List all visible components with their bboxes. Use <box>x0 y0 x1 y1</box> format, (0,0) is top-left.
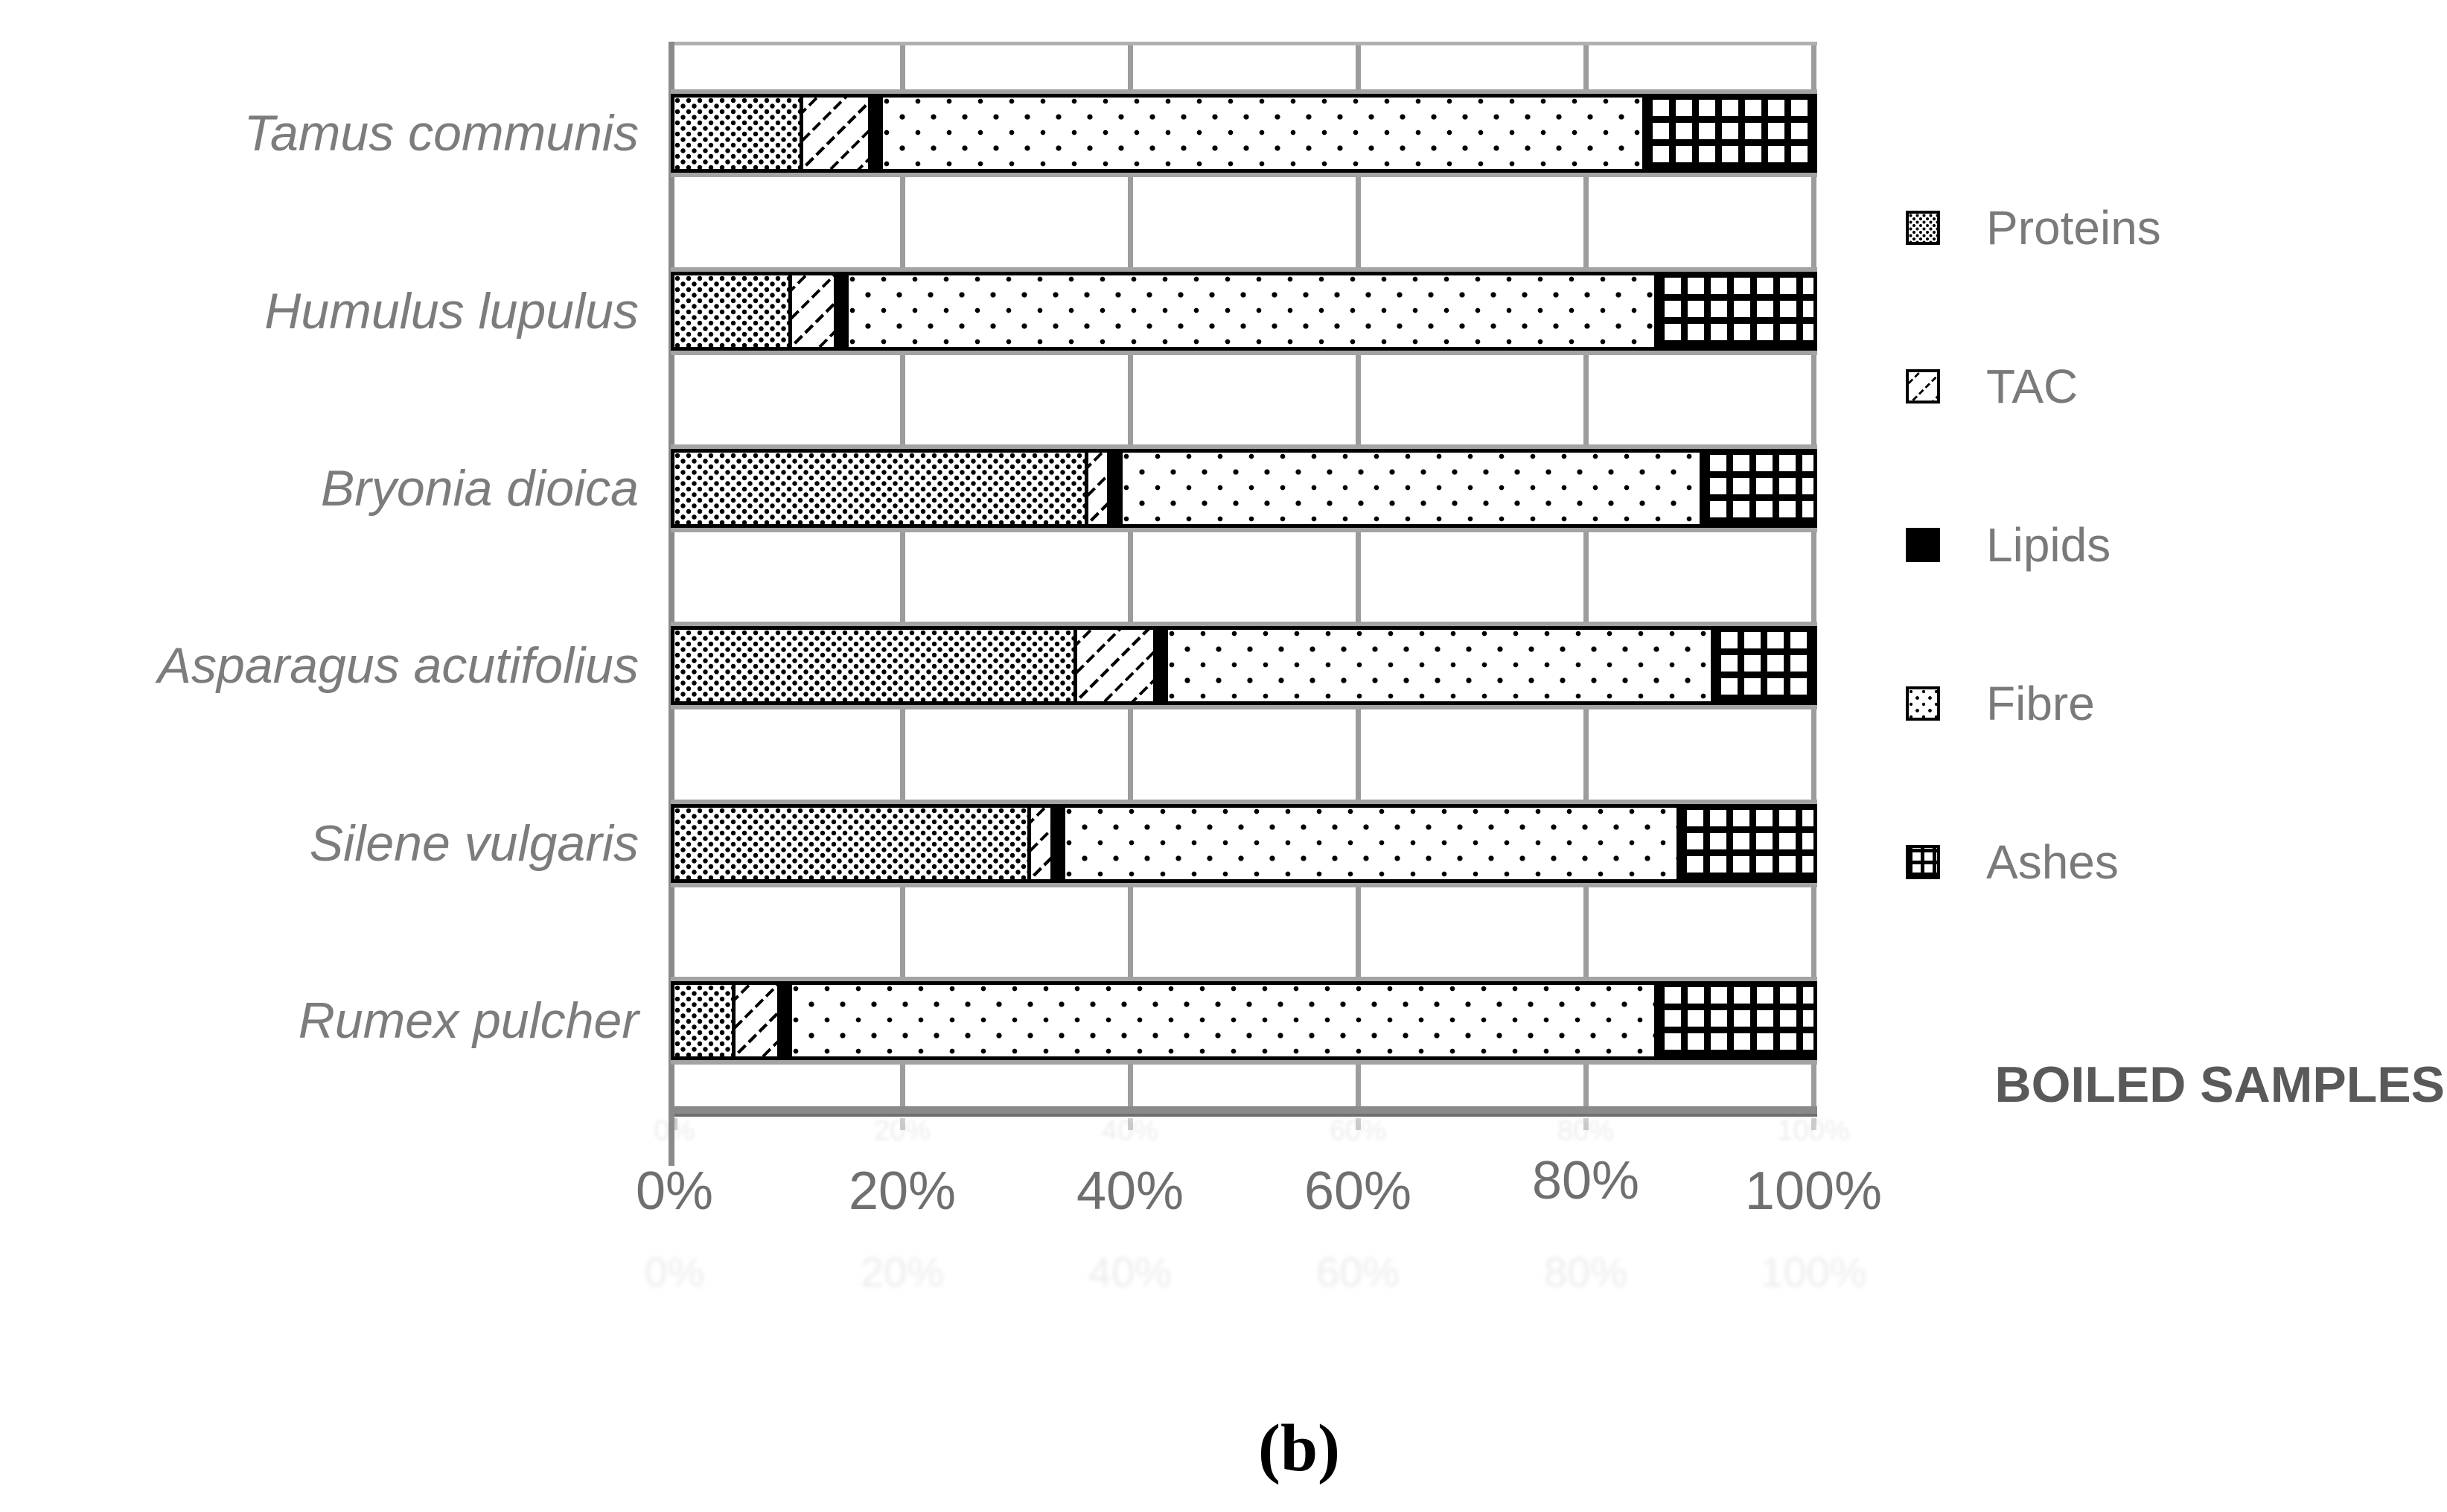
bar-segment-ashes <box>1642 98 1813 170</box>
x-tick-label: 20% <box>848 1161 957 1221</box>
bar-segment-tac <box>1084 452 1108 524</box>
bar <box>671 803 1817 883</box>
row-gridline-frame <box>671 444 1817 532</box>
legend-swatch-ashes <box>1906 845 1940 879</box>
bar-segment-lipids <box>1152 630 1164 702</box>
tick-mark <box>899 1118 905 1130</box>
legend-label: Fibre <box>1986 677 2095 730</box>
row-gridline-frame <box>671 799 1817 887</box>
gridline <box>1810 45 1816 1109</box>
bar-segment-ashes <box>1711 630 1813 702</box>
row-gridline-frame <box>671 267 1817 355</box>
bar-segment-tac <box>1073 630 1153 702</box>
bar-segment-ashes <box>1653 275 1813 347</box>
category-label: Bryonia dioica <box>320 459 639 517</box>
ghost-artifact: 20% <box>860 1248 945 1295</box>
ghost-artifact: 20% <box>873 1115 931 1146</box>
row-gridline-frame <box>671 976 1817 1065</box>
legend-swatch-lipids <box>1906 528 1940 562</box>
bar-segment-tac <box>1027 807 1050 879</box>
category-label: Tamus communis <box>243 105 639 162</box>
bar-segment-lipids <box>868 98 880 170</box>
bar-segment-fibre <box>1062 807 1677 879</box>
legend-swatch-proteins <box>1906 211 1940 245</box>
group-label: BOILED SAMPLES <box>1994 1056 2446 1113</box>
figure-caption: (b) <box>1258 1411 1340 1485</box>
bar <box>671 271 1817 351</box>
gridline <box>1583 45 1589 1109</box>
gridline <box>1355 45 1361 1109</box>
bar-segment-proteins <box>674 630 1073 702</box>
ghost-artifact: 60% <box>1329 1115 1387 1146</box>
bar-segment-lipids <box>1107 452 1119 524</box>
category-label: Asparagus acutifolius <box>157 637 639 695</box>
gridline <box>1127 45 1133 1109</box>
ghost-artifact: 0% <box>654 1115 695 1146</box>
row-gridline-frame <box>671 89 1817 178</box>
legend-label: Ashes <box>1986 835 2119 889</box>
tick-mark <box>1355 1118 1361 1130</box>
bar <box>671 626 1817 706</box>
legend-label: Proteins <box>1986 201 2161 255</box>
ghost-artifact: 100% <box>1777 1115 1850 1146</box>
bar <box>671 448 1817 528</box>
tick-mark <box>1810 1118 1816 1130</box>
bar-segment-proteins <box>674 807 1028 879</box>
bar-segment-proteins <box>674 452 1085 524</box>
bar-segment-tac <box>788 275 835 347</box>
y-axis-line <box>669 42 674 1166</box>
legend-item: Proteins <box>1906 198 2161 258</box>
row-gridline-frame <box>671 622 1817 710</box>
tick-mark <box>671 1118 677 1130</box>
bar-segment-proteins <box>674 275 788 347</box>
legend-item: Lipids <box>1906 515 2111 575</box>
tick-mark <box>1127 1118 1133 1130</box>
legend-item: Ashes <box>1906 832 2119 892</box>
legend-swatch-fibre <box>1906 686 1940 721</box>
x-tick-label: 80% <box>1531 1151 1640 1210</box>
bar-segment-ashes <box>1676 807 1813 879</box>
bar-segment-fibre <box>1164 630 1711 702</box>
legend-label: TAC <box>1986 360 2078 413</box>
x-tick-label: 60% <box>1304 1161 1412 1221</box>
legend-item: TAC <box>1906 357 2078 416</box>
bar-segment-lipids <box>1050 807 1062 879</box>
legend-label: Lipids <box>1986 518 2111 572</box>
ghost-artifact: 80% <box>1557 1115 1615 1146</box>
x-tick-label: 40% <box>1076 1161 1184 1221</box>
category-label: Silene vulgaris <box>309 814 639 872</box>
bar-segment-fibre <box>1118 452 1700 524</box>
bar-segment-proteins <box>674 984 732 1056</box>
bar-segment-fibre <box>879 98 1643 170</box>
bar-segment-tac <box>731 984 777 1056</box>
bar-segment-proteins <box>674 98 800 170</box>
category-label: Rumex pulcher <box>298 992 639 1049</box>
gridline <box>899 45 905 1109</box>
plot-bottom-border <box>671 1106 1817 1117</box>
ghost-artifact: 100% <box>1760 1248 1867 1295</box>
legend-item: Fibre <box>1906 674 2095 733</box>
ghost-artifact: 0% <box>644 1248 705 1295</box>
category-label: Humulus lupulus <box>264 282 639 339</box>
bar-segment-fibre <box>788 984 1654 1056</box>
x-tick-label: 100% <box>1744 1161 1883 1221</box>
legend-swatch-tac <box>1906 369 1940 403</box>
bar-segment-ashes <box>1653 984 1813 1056</box>
ghost-artifact: 80% <box>1543 1248 1628 1295</box>
bar-segment-lipids <box>834 275 846 347</box>
x-tick-label: 0% <box>635 1161 714 1221</box>
bar-segment-fibre <box>845 275 1654 347</box>
bar-segment-lipids <box>776 984 788 1056</box>
tick-mark <box>1583 1118 1589 1130</box>
ghost-artifact: 60% <box>1315 1248 1400 1295</box>
bar <box>671 980 1817 1060</box>
ghost-artifact: 40% <box>1101 1115 1159 1146</box>
bar-segment-ashes <box>1699 452 1813 524</box>
ghost-artifact: 40% <box>1088 1248 1173 1295</box>
plot-top-border <box>671 42 1817 45</box>
bar <box>671 94 1817 173</box>
bar-segment-tac <box>800 98 869 170</box>
